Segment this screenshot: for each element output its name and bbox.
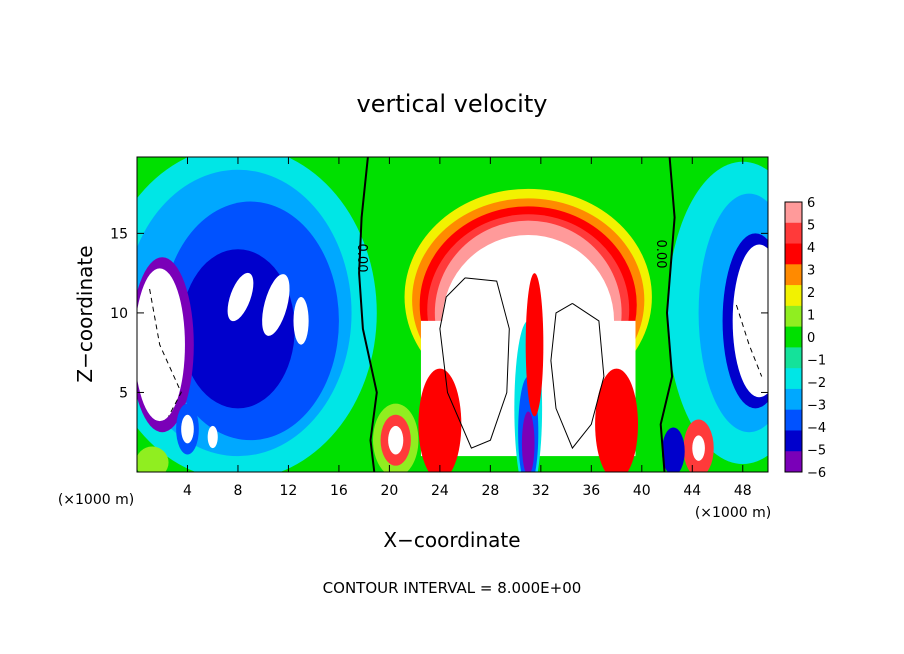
low-updraft: [137, 446, 169, 472]
updraft-base: [418, 368, 462, 472]
chart-title: vertical velocity: [357, 90, 548, 118]
colorbar-label: 5: [807, 219, 815, 234]
x-tick-label: 16: [330, 483, 348, 499]
y-axis-label: Z−coordinate: [73, 245, 97, 382]
low-updraft-core: [692, 435, 705, 461]
y-tick-label: 5: [119, 385, 128, 401]
colorbar: 6 5 4 3 2 1 0 −1 −2 −3 −4 −5 −6: [784, 196, 826, 481]
velocity-field: [137, 157, 768, 472]
colorbar-swatch: [785, 451, 802, 473]
contour-interval: CONTOUR INTERVAL = 8.000E+00: [323, 579, 582, 597]
x-tick-label: 40: [633, 483, 651, 499]
central-jet: [525, 273, 544, 417]
y-tick-label: 10: [110, 306, 128, 322]
x-unit-right: (×1000 m): [695, 505, 771, 521]
updraft-base: [595, 368, 639, 472]
colorbar-label: −6: [807, 466, 826, 481]
y-axis: 5 10 15: [110, 226, 768, 401]
downdraft-left-core: [227, 272, 254, 322]
central-jet: [521, 411, 535, 472]
x-tick-label: 8: [233, 483, 242, 499]
downdraft-left: [181, 249, 295, 409]
downdraft-left-core: [137, 268, 185, 422]
colorbar-swatch: [785, 388, 802, 411]
contour-line: [149, 288, 182, 417]
y-tick-label: 15: [110, 226, 128, 242]
colorbar-label: 1: [807, 309, 815, 324]
colorbar-frame: [784, 201, 803, 473]
x-tick-label: 44: [683, 483, 701, 499]
colorbar-swatch: [785, 347, 802, 369]
x-axis-label: X−coordinate: [383, 528, 520, 552]
colorbar-swatch: [785, 285, 802, 307]
x-tick-label: 12: [280, 483, 298, 499]
colorbar-label: 3: [807, 264, 815, 279]
x-tick-label: 4: [183, 483, 192, 499]
contour-line: [358, 157, 378, 472]
colorbar-label: 0: [807, 331, 815, 346]
plot-frame: [136, 156, 769, 473]
downdraft-left-core: [293, 297, 309, 345]
colorbar-swatch: [785, 326, 802, 348]
downdraft-left-core: [262, 274, 290, 336]
contour-label-right: 0.00: [653, 240, 668, 269]
colorbar-label: −4: [807, 421, 826, 436]
colorbar-swatch: [785, 305, 802, 328]
colorbar-swatch: [785, 264, 802, 286]
x-axis: 4 8 12 16 20 24 28 32 36 40 44 48: [183, 157, 752, 499]
colorbar-label: 6: [807, 196, 815, 211]
colorbar-swatch: [785, 202, 802, 224]
x-tick-label: 32: [532, 483, 550, 499]
low-core: [207, 425, 218, 449]
colorbar-label: −3: [807, 399, 826, 414]
colorbar-swatch: [785, 430, 802, 452]
colorbar-swatch: [785, 368, 802, 390]
contour-label-left: 0.00: [354, 244, 369, 273]
colorbar-swatch: [785, 243, 802, 265]
x-tick-label: 36: [582, 483, 600, 499]
contour-line: [439, 277, 510, 449]
low-core: [181, 414, 194, 444]
colorbar-swatch: [785, 222, 802, 245]
x-tick-label: 28: [481, 483, 499, 499]
contour-line: [550, 302, 605, 450]
contour-line: [659, 157, 676, 472]
x-unit-left: (×1000 m): [58, 492, 134, 508]
x-tick-label: 48: [734, 483, 752, 499]
colorbar-label: −2: [807, 376, 826, 391]
low-downdraft: [661, 427, 685, 472]
x-tick-label: 24: [431, 483, 449, 499]
downdraft-right-core: [732, 244, 768, 398]
x-tick-label: 20: [380, 483, 398, 499]
colorbar-label: −1: [807, 354, 826, 369]
colorbar-label: 2: [807, 286, 815, 301]
low-updraft-core: [388, 425, 404, 455]
colorbar-label: 4: [807, 241, 815, 256]
colorbar-label: −5: [807, 444, 826, 459]
contour-line: [735, 304, 763, 377]
colorbar-swatch: [785, 409, 802, 431]
